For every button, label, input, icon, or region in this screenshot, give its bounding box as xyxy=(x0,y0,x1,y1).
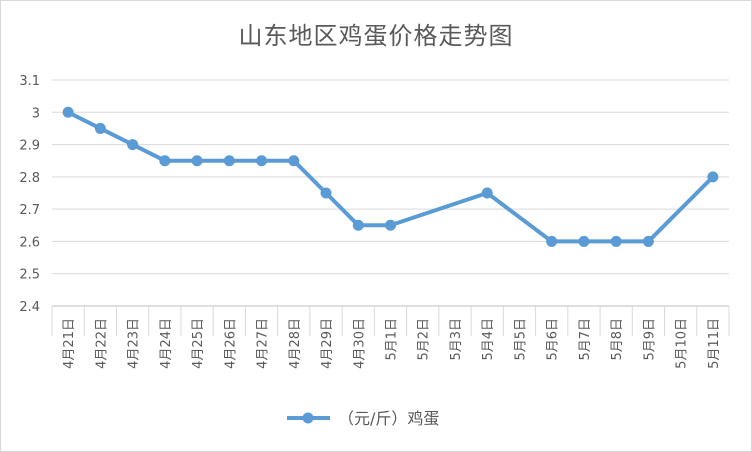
x-tick-label: 5月4日 xyxy=(481,318,496,361)
x-tick-label: 4月22日 xyxy=(94,318,109,369)
data-point xyxy=(288,155,300,167)
data-point xyxy=(481,187,493,199)
legend-marker xyxy=(302,412,314,424)
y-tick-label: 3 xyxy=(32,106,40,121)
x-tick-label: 5月2日 xyxy=(417,318,432,361)
y-tick-label: 2.7 xyxy=(19,203,40,218)
y-tick-label: 2.6 xyxy=(19,235,40,250)
data-point xyxy=(256,155,268,167)
legend-label: （元/斤）鸡蛋 xyxy=(338,409,439,428)
legend: （元/斤）鸡蛋 xyxy=(287,409,439,428)
x-tick-label: 5月7日 xyxy=(578,318,593,361)
x-tick-label: 5月3日 xyxy=(449,318,464,361)
data-point xyxy=(223,155,235,167)
x-tick-label: 4月30日 xyxy=(352,318,367,369)
data-point xyxy=(707,171,719,183)
y-tick-label: 3.1 xyxy=(19,74,40,89)
x-tick-label: 5月8日 xyxy=(610,318,625,361)
series-group xyxy=(62,106,719,247)
data-point xyxy=(578,235,590,247)
y-tick-label: 2.5 xyxy=(19,268,40,283)
data-point xyxy=(127,139,139,151)
chart-title: 山东地区鸡蛋价格走势图 xyxy=(238,22,514,50)
x-tick-label: 5月9日 xyxy=(642,318,657,361)
data-point xyxy=(610,235,622,247)
x-tick-label: 4月26日 xyxy=(223,318,238,369)
y-axis-tick-labels: 2.4 2.5 2.6 2.7 2.8 2.9 3 3.1 xyxy=(19,74,40,315)
x-tick-label: 4月28日 xyxy=(288,318,303,369)
data-point xyxy=(62,106,74,118)
y-tick-label: 2.9 xyxy=(19,139,40,154)
data-point xyxy=(385,219,396,231)
x-tick-label: 5月5日 xyxy=(513,318,528,361)
y-tick-label: 2.8 xyxy=(19,171,40,186)
x-axis-tick-labels: 4月21日 4月22日 4月23日 4月24日 4月25日 4月26日 4月27日 4月28日… xyxy=(62,318,722,369)
x-tick-label: 5月10日 xyxy=(675,318,690,369)
x-tick-label: 4月21日 xyxy=(62,318,77,369)
data-point xyxy=(159,155,171,167)
data-point xyxy=(94,122,106,134)
data-point xyxy=(352,219,364,231)
x-tick-label: 4月27日 xyxy=(256,318,271,369)
data-point xyxy=(191,155,203,167)
x-tick-label: 4月25日 xyxy=(191,318,206,369)
data-point xyxy=(642,235,654,247)
data-point xyxy=(320,187,332,199)
grid-lines xyxy=(51,79,730,336)
x-tick-label: 5月6日 xyxy=(546,318,561,361)
x-tick-label: 4月23日 xyxy=(127,318,142,369)
data-point xyxy=(546,235,558,247)
x-tick-label: 4月24日 xyxy=(159,318,174,369)
x-tick-label: 4月29日 xyxy=(320,318,335,369)
x-tick-label: 5月1日 xyxy=(385,318,400,361)
y-tick-label: 2.4 xyxy=(19,300,40,315)
x-tick-label: 5月11日 xyxy=(707,318,722,369)
